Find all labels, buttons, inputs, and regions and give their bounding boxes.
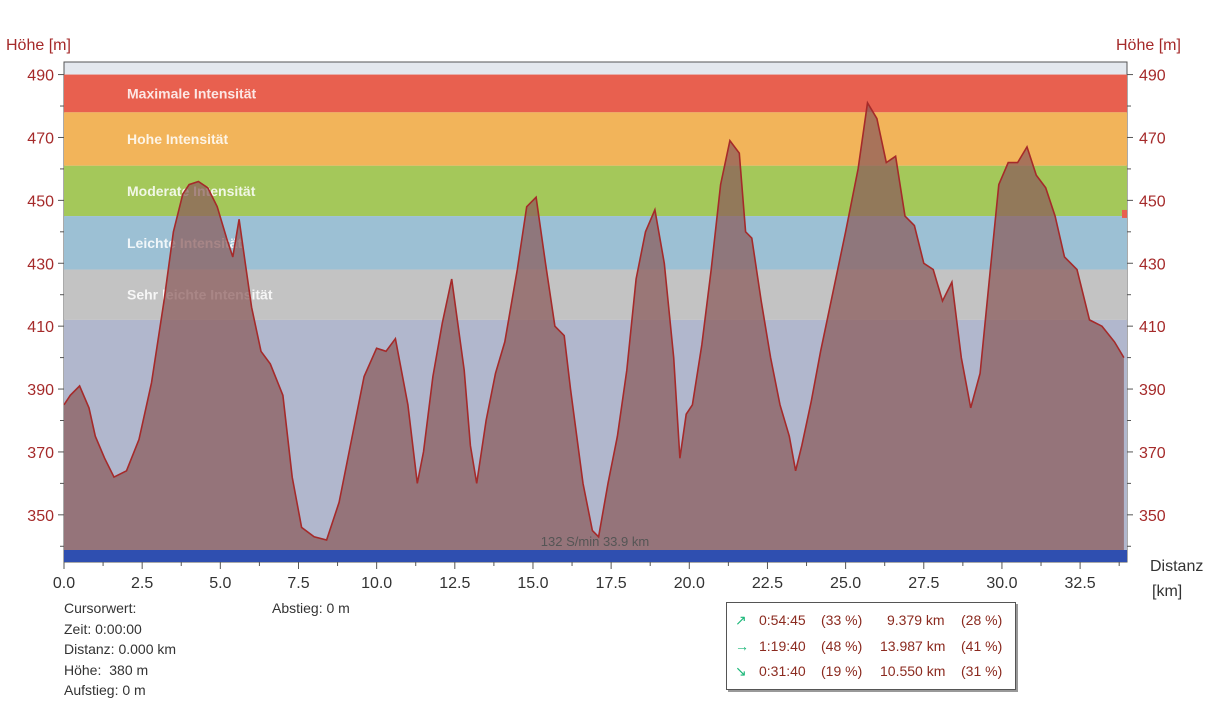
bottom-speed-bar [64, 550, 1127, 562]
x-tick-label: 30.0 [986, 575, 1017, 592]
stats-time-pct: (19 %) [821, 663, 863, 679]
stats-row-descent: ↘ 0:31:40 (19 %) 10.550 km (31 %) [727, 663, 1015, 683]
cursor-time: Zeit: 0:00:00 [64, 621, 142, 637]
right-edge-marker [1122, 209, 1127, 218]
y-tick-label-left: 430 [27, 256, 54, 273]
x-axis-title: Distanz [1150, 558, 1204, 575]
y-tick-label-left: 410 [27, 319, 54, 336]
left-axis-title: Höhe [m] [6, 37, 71, 54]
stats-distance: 9.379 km [887, 612, 945, 628]
stats-distance-pct: (41 %) [961, 638, 1003, 654]
stats-row-ascent: ↗ 0:54:45 (33 %) 9.379 km (28 %) [727, 612, 1015, 632]
right-axis-title: Höhe [m] [1116, 37, 1181, 54]
descent-arrow-icon: ↘ [735, 663, 747, 679]
y-tick-label-left: 350 [27, 508, 54, 525]
stats-time-pct: (33 %) [821, 612, 863, 628]
cursor-distance: Distanz: 0.000 km [64, 641, 177, 657]
y-tick-label-right: 390 [1139, 382, 1166, 399]
stats-time-pct: (48 %) [821, 638, 863, 654]
y-tick-label-left: 450 [27, 193, 54, 210]
x-tick-label: 7.5 [287, 575, 309, 592]
y-tick-label-left: 470 [27, 130, 54, 147]
zone-label: Hohe Intensität [127, 131, 228, 147]
y-tick-label-right: 430 [1139, 256, 1166, 273]
stats-distance: 13.987 km [880, 638, 946, 654]
elevation-line [63, 100, 1125, 541]
x-tick-label: 12.5 [439, 575, 470, 592]
x-tick-label: 25.0 [830, 575, 861, 592]
y-tick-label-right: 450 [1139, 193, 1166, 210]
x-tick-label: 5.0 [209, 575, 231, 592]
x-tick-label: 10.0 [361, 575, 392, 592]
x-tick-label: 27.5 [908, 575, 939, 592]
zone-band [64, 74, 1127, 113]
y-tick-label-left: 390 [27, 382, 54, 399]
y-tick-label-left: 370 [27, 445, 54, 462]
x-tick-label: 2.5 [131, 575, 153, 592]
y-tick-label-right: 370 [1139, 445, 1166, 462]
y-tick-label-right: 470 [1139, 130, 1166, 147]
stats-time: 0:54:45 [759, 612, 806, 628]
stats-time: 0:31:40 [759, 663, 806, 679]
y-tick-label-right: 490 [1139, 68, 1166, 85]
y-tick-label-right: 410 [1139, 319, 1166, 336]
cursor-elevation-value: 380 m [109, 662, 149, 678]
y-tick-label-right: 350 [1139, 508, 1166, 525]
zone-band [64, 112, 1127, 166]
stats-row-flat: → 1:19:40 (48 %) 13.987 km (41 %) [727, 638, 1015, 658]
stats-distance-pct: (28 %) [961, 612, 1003, 628]
stats-time: 1:19:40 [759, 638, 806, 654]
x-tick-label: 17.5 [596, 575, 627, 592]
elevation-area [64, 102, 1124, 551]
cursor-title: Cursorwert: [64, 600, 137, 616]
x-tick-label: 0.0 [53, 575, 75, 592]
zone-label: Maximale Intensität [127, 85, 256, 101]
bottom-annotation: 132 S/min 33.9 km [541, 534, 649, 549]
cursor-elevation-label: Höhe: [64, 662, 102, 678]
cursor-elevation: Höhe: 380 m [64, 662, 148, 678]
x-tick-label: 20.0 [674, 575, 705, 592]
x-tick-label: 22.5 [752, 575, 783, 592]
x-tick-label: 32.5 [1065, 575, 1096, 592]
x-axis-unit: [km] [1152, 583, 1183, 600]
ascent-arrow-icon: ↗ [735, 612, 747, 628]
x-tick-label: 15.0 [517, 575, 548, 592]
stats-panel: ↗ 0:54:45 (33 %) 9.379 km (28 %) → 1:19:… [726, 602, 1016, 690]
flat-arrow-icon: → [735, 638, 749, 654]
cursor-descent: Abstieg: 0 m [272, 600, 350, 616]
stats-distance: 10.550 km [880, 663, 946, 679]
zone-band [64, 165, 1127, 217]
stats-distance-pct: (31 %) [961, 663, 1003, 679]
y-tick-label-left: 490 [27, 68, 54, 85]
cursor-ascent: Aufstieg: 0 m [64, 682, 146, 698]
